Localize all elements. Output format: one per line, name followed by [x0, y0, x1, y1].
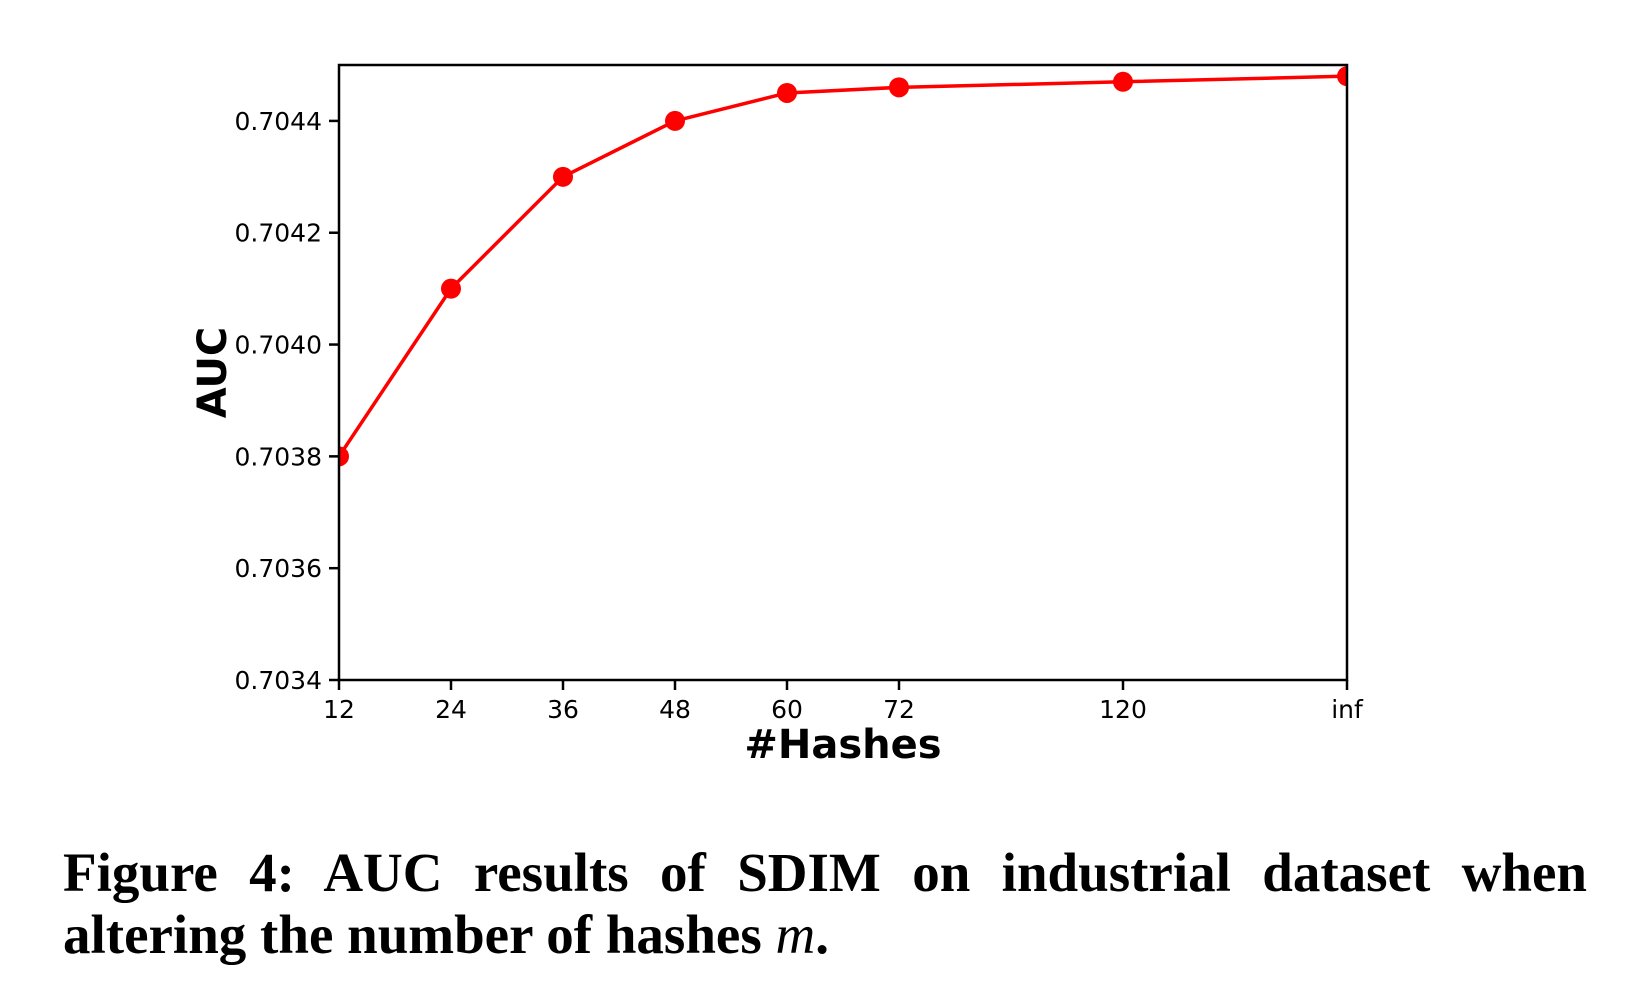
x-tick-label: 72	[883, 695, 915, 724]
caption-math-variable-m: m	[775, 904, 816, 965]
data-point-marker	[889, 77, 909, 98]
axes-spines	[337, 63, 1349, 682]
series-group	[339, 66, 1347, 467]
auc-line-chart: 0.7034 0.7036 0.7038 0.7040 0.7042 0.7044 12 24…	[190, 63, 1364, 768]
data-point-marker	[665, 110, 685, 131]
x-tick-label: 60	[771, 695, 803, 724]
caption-line-2-text: altering the number of hashes	[63, 904, 776, 965]
data-point-marker	[339, 446, 349, 467]
y-tick-label: 0.7038	[235, 442, 322, 471]
y-tick-label: 0.7040	[235, 331, 322, 360]
x-tick-label: 12	[323, 695, 355, 724]
data-point-marker	[777, 82, 797, 103]
y-tick-label: 0.7036	[235, 554, 322, 583]
y-tick-label: 0.7044	[235, 107, 322, 136]
x-tick-label: 36	[547, 695, 579, 724]
data-point-marker	[441, 278, 461, 299]
caption-line-1: Figure 4: AUC results of SDIM on industr…	[63, 842, 1587, 903]
caption-line-2-period: .	[815, 904, 829, 965]
series-line	[339, 74, 1347, 458]
x-tick-label: inf	[1331, 695, 1364, 724]
x-tick-label: 120	[1099, 695, 1147, 724]
x-tick-label: 48	[659, 695, 691, 724]
y-tick-label: 0.7034	[235, 666, 322, 695]
x-axis-label: #Hashes	[744, 722, 941, 768]
y-axis-label: AUC	[190, 327, 236, 419]
y-tick-label: 0.7042	[235, 219, 322, 248]
data-point-marker	[1337, 66, 1347, 87]
data-point-marker	[1113, 71, 1133, 92]
x-tick-label: 24	[435, 695, 467, 724]
figure-caption: Figure 4: AUC results of SDIM on industr…	[63, 842, 1587, 966]
caption-line-2: altering the number of hashes m.	[63, 904, 1587, 966]
data-point-marker	[553, 166, 573, 187]
